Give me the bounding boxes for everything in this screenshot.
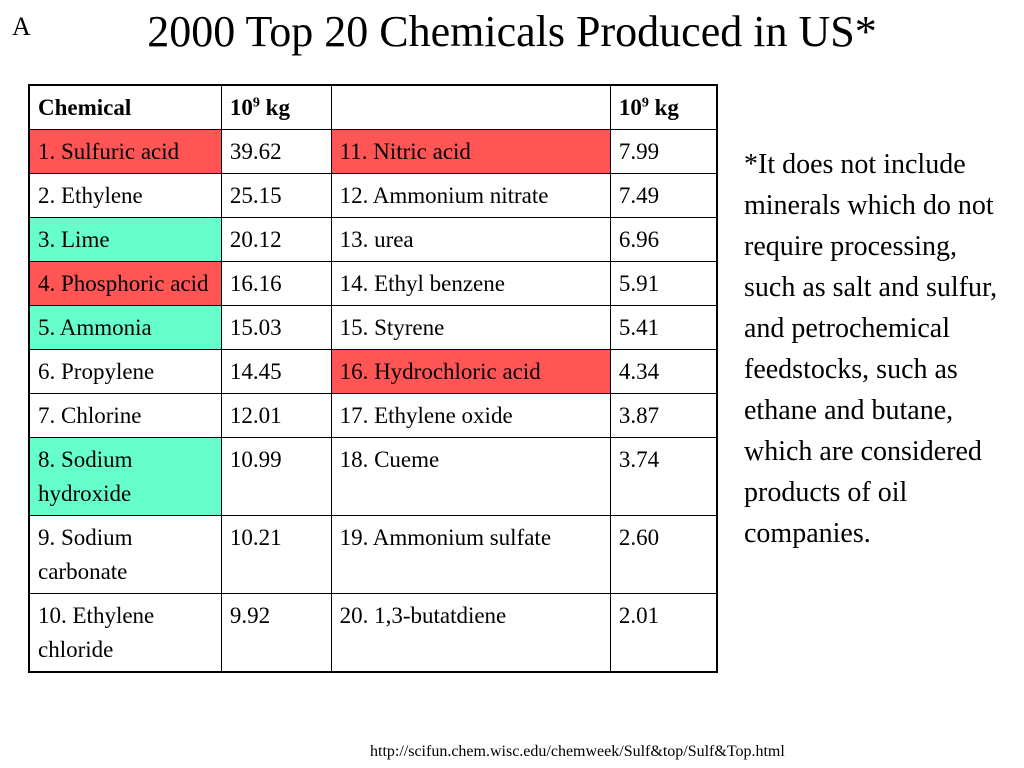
table-row: 8. Sodium hydroxide 10.99 18. Cueme 3.74 <box>28 437 718 516</box>
footnote-text: *It does not include minerals which do n… <box>744 149 998 549</box>
unit-exponent: 9 <box>641 95 649 111</box>
chemical-name-cell: 13. urea <box>330 217 611 262</box>
unit-suffix: kg <box>259 95 290 120</box>
chemical-name-cell: 18. Cueme <box>330 437 611 516</box>
unit-suffix: kg <box>648 95 679 120</box>
production-value-cell: 4.34 <box>609 349 718 394</box>
production-value-cell: 39.62 <box>220 129 332 174</box>
chemical-name-cell: 9. Sodium carbonate <box>28 515 222 594</box>
table-row: 5. Ammonia 15.03 15. Styrene 5.41 <box>28 305 718 350</box>
header-unit-right: 109 kg <box>609 84 718 130</box>
chemical-name-cell: 4. Phosphoric acid <box>28 261 222 306</box>
production-value-cell: 16.16 <box>220 261 332 306</box>
chemical-name-cell: 6. Propylene <box>28 349 222 394</box>
unit-base: 10 <box>618 95 642 120</box>
chemical-name-cell: 2. Ethylene <box>28 173 222 218</box>
production-value-cell: 10.21 <box>220 515 332 594</box>
production-value-cell: 7.49 <box>609 173 718 218</box>
chemical-name-cell: 1. Sulfuric acid <box>28 129 222 174</box>
production-value-cell: 7.99 <box>609 129 718 174</box>
page-title: 2000 Top 20 Chemicals Produced in US* <box>147 7 877 56</box>
production-value-cell: 3.87 <box>609 393 718 438</box>
production-value-cell: 15.03 <box>220 305 332 350</box>
chemical-name-cell: 14. Ethyl benzene <box>330 261 611 306</box>
table-row: 4. Phosphoric acid 16.16 14. Ethyl benze… <box>28 261 718 306</box>
chemical-name-cell: 16. Hydrochloric acid <box>330 349 611 394</box>
chemical-name-cell: 11. Nitric acid <box>330 129 611 174</box>
chemical-name-cell: 7. Chlorine <box>28 393 222 438</box>
chemical-name-cell: 8. Sodium hydroxide <box>28 437 222 516</box>
production-value-cell: 5.91 <box>609 261 718 306</box>
chemical-name-cell: 12. Ammonium nitrate <box>330 173 611 218</box>
table-header-row: Chemical 109 kg 109 kg <box>28 84 718 130</box>
header-chemical-right <box>330 84 611 130</box>
header-unit-left: 109 kg <box>220 84 332 130</box>
table-row: 7. Chlorine 12.01 17. Ethylene oxide 3.8… <box>28 393 718 438</box>
unit-exponent: 9 <box>252 95 260 111</box>
production-value-cell: 25.15 <box>220 173 332 218</box>
chemical-name-cell: 15. Styrene <box>330 305 611 350</box>
chemical-name-cell: 10. Ethylene chloride <box>28 593 222 673</box>
table-row: 2. Ethylene 25.15 12. Ammonium nitrate 7… <box>28 173 718 218</box>
chemical-name-cell: 19. Ammonium sulfate <box>330 515 611 594</box>
slide-corner-letter: A <box>12 12 31 41</box>
production-value-cell: 12.01 <box>220 393 332 438</box>
header-chemical: Chemical <box>28 84 222 130</box>
source-url: http://scifun.chem.wisc.edu/chemweek/Sul… <box>370 743 785 760</box>
table-row: 3. Lime 20.12 13. urea 6.96 <box>28 217 718 262</box>
production-value-cell: 2.60 <box>609 515 718 594</box>
chemical-name-cell: 5. Ammonia <box>28 305 222 350</box>
production-value-cell: 3.74 <box>609 437 718 516</box>
chemical-name-cell: 3. Lime <box>28 217 222 262</box>
table-row: 6. Propylene 14.45 16. Hydrochloric acid… <box>28 349 718 394</box>
table-row: 10. Ethylene chloride 9.92 20. 1,3-butat… <box>28 593 718 673</box>
production-value-cell: 10.99 <box>220 437 332 516</box>
production-value-cell: 6.96 <box>609 217 718 262</box>
unit-base: 10 <box>229 95 253 120</box>
table-row: 9. Sodium carbonate 10.21 19. Ammonium s… <box>28 515 718 594</box>
production-value-cell: 5.41 <box>609 305 718 350</box>
table-row: 1. Sulfuric acid 39.62 11. Nitric acid 7… <box>28 129 718 174</box>
chemical-name-cell: 20. 1,3-butatdiene <box>330 593 611 673</box>
hanging-label: 16. Hydrochloric acid <box>339 359 541 384</box>
chemical-name-cell: 17. Ethylene oxide <box>330 393 611 438</box>
table-body: 1. Sulfuric acid 39.62 11. Nitric acid 7… <box>28 129 718 673</box>
production-value-cell: 9.92 <box>220 593 332 673</box>
production-value-cell: 2.01 <box>609 593 718 673</box>
production-value-cell: 14.45 <box>220 349 332 394</box>
production-value-cell: 20.12 <box>220 217 332 262</box>
chemicals-table: Chemical 109 kg 109 kg 1. Sulfuric acid … <box>28 84 718 673</box>
